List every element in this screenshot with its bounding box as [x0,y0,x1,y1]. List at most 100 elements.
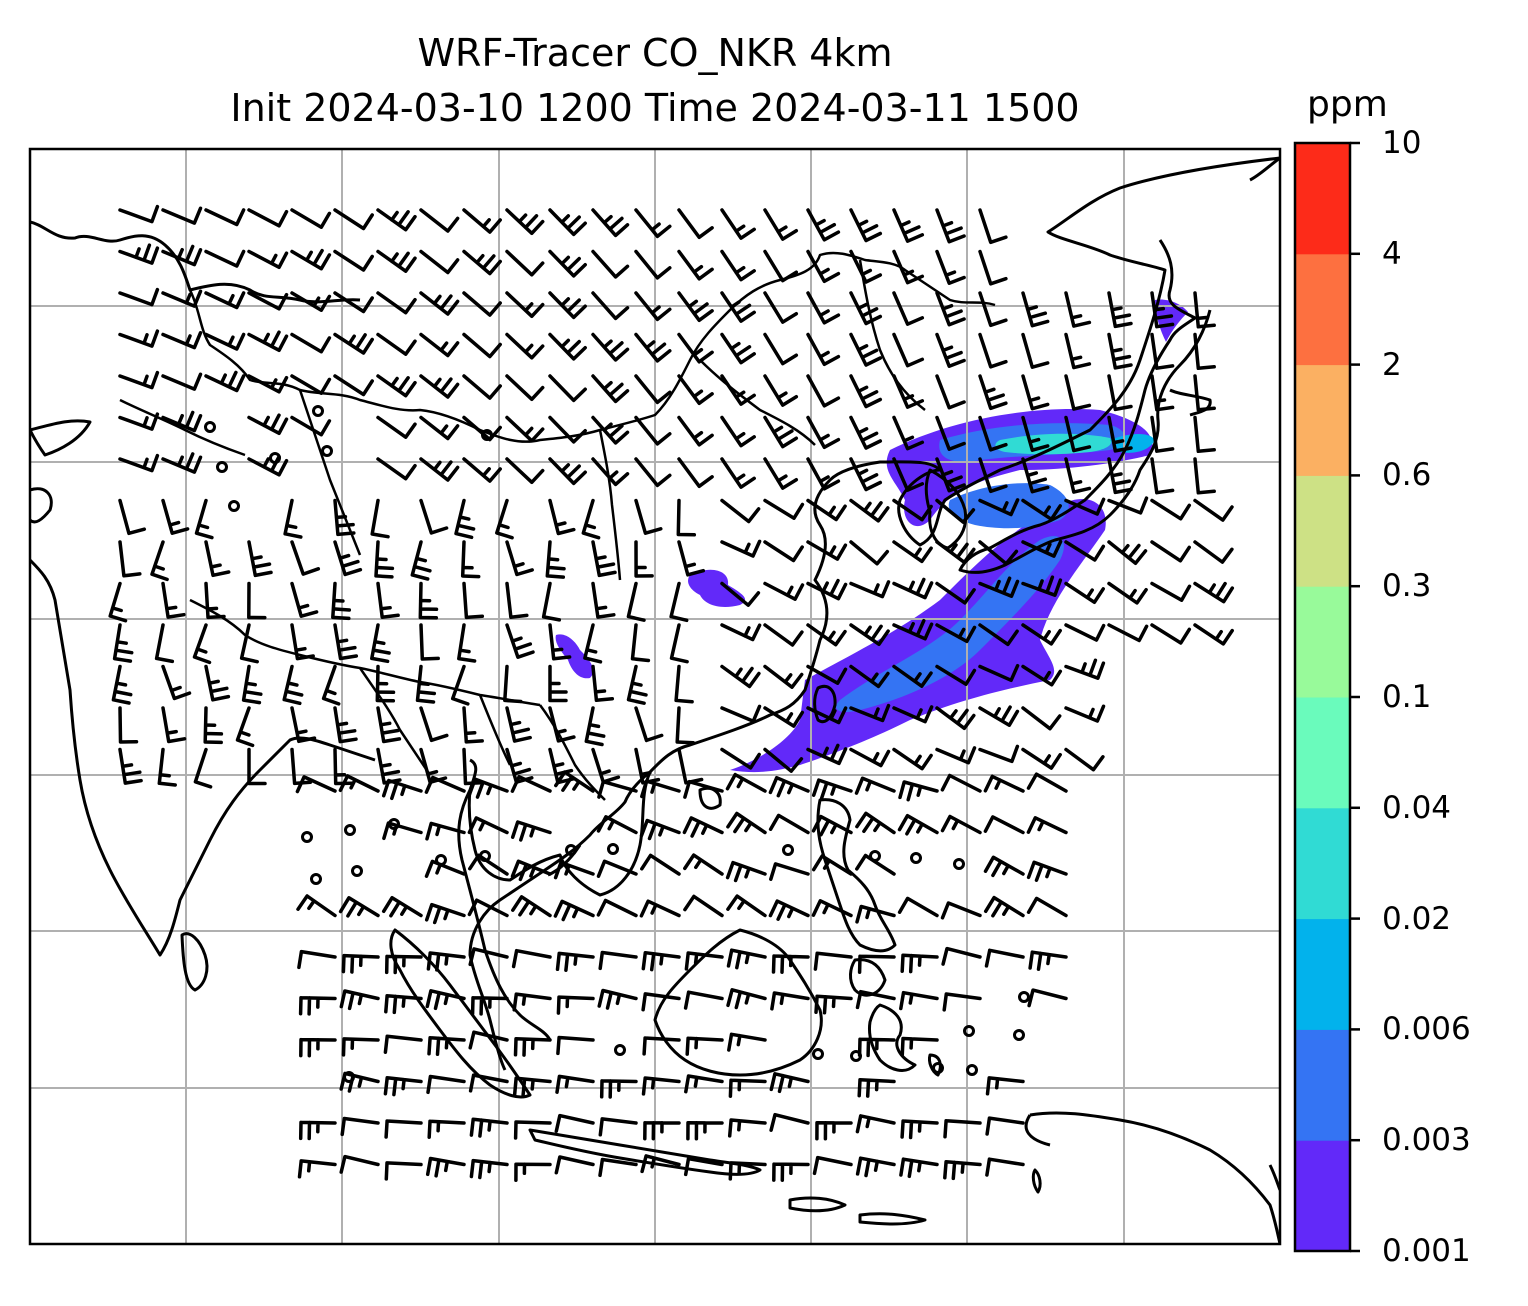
wind-barb [726,894,767,918]
wind-barb [599,1079,638,1099]
wind-barb [857,1037,896,1058]
wind-barb [548,332,587,361]
wind-barb [341,1037,380,1057]
wind-barb [384,1119,423,1139]
wind-barb [503,664,523,704]
wind-barb [204,208,246,227]
wind-barb [555,951,595,972]
wind-barb [811,814,853,837]
wind-barb [726,988,767,1010]
wind-barb [554,1113,595,1133]
wind-barb [978,208,1008,245]
wind-barb [591,457,630,487]
wind-barb [118,329,160,348]
wind-barb [674,664,694,704]
colorbar-segment [1295,253,1350,366]
calm-wind-marker [910,852,922,864]
wind-barb [425,989,466,1011]
calm-wind-markers [204,405,1030,1083]
wind-barb [425,1156,466,1178]
wind-barb [333,332,374,355]
wind-barb [1064,497,1106,516]
wind-barb [548,457,587,486]
wind-barb [892,457,925,492]
wind-barb [299,1037,337,1058]
wind-barb [1021,623,1062,646]
wind-barb [1107,415,1133,453]
wind-barb [282,664,304,706]
colorbar-tick-label: 0.3 [1382,568,1432,605]
wind-barb [468,1030,509,1050]
calm-wind-marker [963,1025,975,1037]
wind-barb [297,949,337,970]
wind-barb [462,332,502,359]
wind-barb [892,374,925,409]
wind-barb [892,498,933,522]
wind-barb [1107,623,1149,643]
wind-barb [548,208,587,237]
wind-barb [892,332,925,368]
wind-barb [161,581,186,619]
wind-barb [935,498,976,524]
wind-barb [763,457,799,490]
wind-barb [419,291,460,316]
wind-barb [768,813,810,835]
calm-wind-marker [966,1064,978,1076]
wind-barb [419,332,460,358]
wind-barb [642,1036,681,1056]
wind-barb [942,992,982,1012]
wind-barb [333,706,358,744]
wind-barb [935,706,976,731]
calm-wind-marker [343,1071,355,1083]
wind-barb [640,1154,681,1174]
wind-barb [333,540,363,577]
wind-barb [376,581,400,619]
wind-barb [806,374,841,408]
wind-barb [983,855,1025,878]
wind-barb [548,747,576,785]
wind-barb [1107,496,1149,515]
wind-barb [462,291,502,317]
wind-barb [849,291,883,326]
wind-barb [814,994,853,1015]
wind-barb [467,816,509,835]
wind-barb [469,1117,509,1138]
wind-barb [548,415,587,444]
wind-barb [1107,291,1133,329]
wind-barb [410,540,432,581]
wind-barb [1150,332,1175,370]
wind-barb [849,540,890,566]
wind-barb [849,580,891,599]
wind-barb [857,954,896,974]
wind-barb [892,415,925,451]
colorbar-segment [1295,364,1350,476]
wind-barb [556,1035,595,1056]
wind-barb [669,623,689,664]
wind-barb [855,1156,896,1178]
wind-barb [677,291,714,323]
wind-barb [597,779,638,799]
wind-barb [1021,332,1050,369]
wind-barb [297,1159,337,1179]
wind-barb [384,1161,423,1181]
wind-barb [983,895,1025,918]
wind-barb [677,332,714,364]
wind-barb [806,664,848,685]
wind-barb [247,330,289,353]
wind-barb [118,747,143,785]
wind-barb [467,777,509,799]
wind-barb [940,814,982,835]
colorbar-segment [1295,475,1350,587]
wind-barb [1193,540,1234,564]
wind-barb [154,623,175,664]
wind-barb [677,208,714,240]
wind-barb [381,895,423,918]
wind-barb [247,581,267,620]
wind-barb [686,1121,724,1141]
wind-barb [978,498,1020,517]
wind-barb [1150,581,1192,602]
wind-barb [295,775,337,794]
wind-barb [641,1076,681,1096]
wind-barb [763,332,799,366]
wind-barb [940,901,982,920]
